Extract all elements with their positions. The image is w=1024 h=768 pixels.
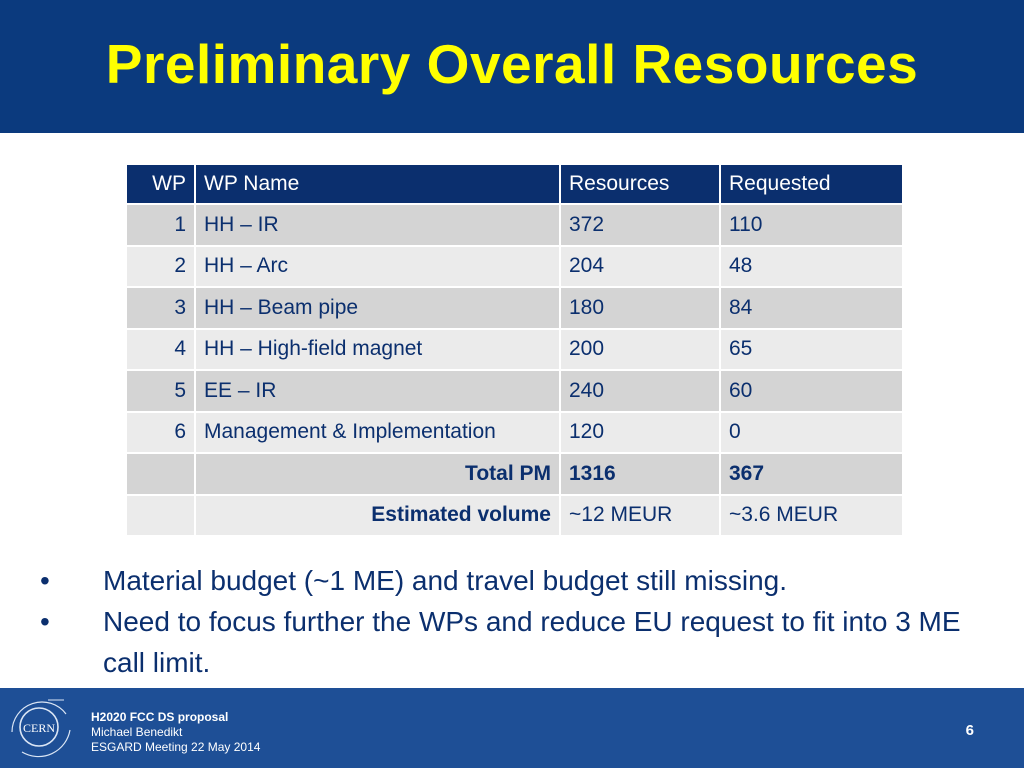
cell-requested: 0 [719, 410, 904, 454]
footer-author: Michael Benedikt [91, 725, 183, 739]
table-row: 2 HH – Arc 204 48 [125, 244, 904, 288]
cell-wp-name: HH – Beam pipe [194, 286, 561, 330]
total-resources: 1316 [559, 452, 721, 496]
cell-wp: 6 [125, 410, 196, 454]
footer-meeting: ESGARD Meeting 22 May 2014 [91, 740, 261, 754]
cell-wp-name: HH – High-field magnet [194, 327, 561, 371]
cell-resources: 180 [559, 286, 721, 330]
cell-requested: 60 [719, 369, 904, 413]
cell-resources: 204 [559, 244, 721, 288]
cell-wp: 4 [125, 327, 196, 371]
estimated-requested: ~3.6 MEUR [719, 493, 904, 537]
cell-wp-name: Management & Implementation [194, 410, 561, 454]
title-bar: Preliminary Overall Resources [0, 0, 1024, 133]
bullet-symbol: • [40, 606, 50, 637]
table-row: 3 HH – Beam pipe 180 84 [125, 286, 904, 330]
cell-wp: 5 [125, 369, 196, 413]
table-row: 4 HH – High-field magnet 200 65 [125, 327, 904, 371]
table-header-row: WP WP Name Resources Requested [125, 163, 904, 205]
table-row-total: Total PM 1316 367 [125, 452, 904, 496]
bullet-text: Need to focus further the WPs and reduce… [103, 606, 961, 678]
cern-logo: CERN [8, 692, 74, 767]
header-requested: Requested [719, 163, 904, 205]
bullet-symbol: • [40, 565, 50, 596]
estimated-resources: ~12 MEUR [559, 493, 721, 537]
header-wp-name: WP Name [194, 163, 561, 205]
table-row: 1 HH – IR 372 110 [125, 203, 904, 247]
resources-table: WP WP Name Resources Requested 1 HH – IR… [125, 163, 904, 537]
header-wp: WP [125, 163, 196, 205]
page-number: 6 [965, 722, 974, 739]
table-row: 5 EE – IR 240 60 [125, 369, 904, 413]
cell-wp-name: HH – Arc [194, 244, 561, 288]
cell-resources: 372 [559, 203, 721, 247]
footer-bar: CERN H2020 FCC DS proposal Michael Bened… [0, 688, 1024, 768]
bullet-item: • Material budget (~1 ME) and travel bud… [40, 560, 980, 601]
cell-wp-empty [125, 493, 196, 537]
cell-requested: 110 [719, 203, 904, 247]
cell-wp: 2 [125, 244, 196, 288]
cell-wp: 3 [125, 286, 196, 330]
total-pm-label: Total PM [194, 452, 561, 496]
cell-requested: 84 [719, 286, 904, 330]
cell-resources: 120 [559, 410, 721, 454]
bullet-item: • Need to focus further the WPs and redu… [40, 601, 980, 683]
bullet-list: • Material budget (~1 ME) and travel bud… [40, 560, 980, 683]
cell-wp-name: EE – IR [194, 369, 561, 413]
estimated-volume-label: Estimated volume [194, 493, 561, 537]
cell-wp-empty [125, 452, 196, 496]
footer-text: H2020 FCC DS proposal Michael Benedikt E… [91, 710, 260, 755]
slide-title: Preliminary Overall Resources [105, 33, 919, 95]
header-resources: Resources [559, 163, 721, 205]
table-row-estimate: Estimated volume ~12 MEUR ~3.6 MEUR [125, 493, 904, 537]
cell-requested: 48 [719, 244, 904, 288]
footer-proposal: H2020 FCC DS proposal [91, 710, 229, 724]
cell-resources: 200 [559, 327, 721, 371]
total-requested: 367 [719, 452, 904, 496]
bullet-text: Material budget (~1 ME) and travel budge… [103, 565, 787, 596]
cell-requested: 65 [719, 327, 904, 371]
cell-wp-name: HH – IR [194, 203, 561, 247]
table-row: 6 Management & Implementation 120 0 [125, 410, 904, 454]
cell-wp: 1 [125, 203, 196, 247]
cell-resources: 240 [559, 369, 721, 413]
logo-text: CERN [23, 721, 55, 735]
